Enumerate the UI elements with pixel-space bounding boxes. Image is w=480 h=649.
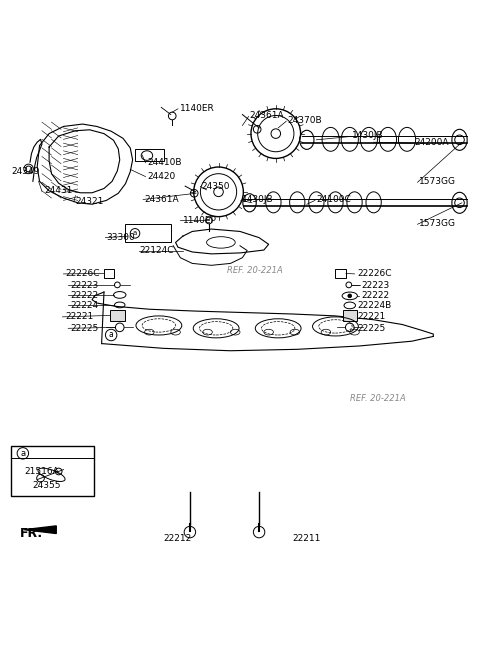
Text: 1573GG: 1573GG — [419, 219, 456, 228]
Text: 24370B: 24370B — [288, 116, 323, 125]
Text: 24410B: 24410B — [147, 158, 181, 167]
Text: a: a — [109, 330, 114, 339]
Text: a: a — [133, 230, 137, 236]
Text: 24321: 24321 — [75, 197, 104, 206]
Text: 24355: 24355 — [33, 481, 61, 490]
Text: 24361A: 24361A — [250, 111, 284, 120]
Text: FR.: FR. — [20, 527, 43, 540]
Text: 22222: 22222 — [71, 291, 99, 300]
Bar — [336, 269, 346, 278]
Text: 22211: 22211 — [292, 533, 321, 543]
Text: 24361A: 24361A — [144, 195, 179, 204]
Text: 22221: 22221 — [357, 312, 385, 321]
Bar — [110, 310, 124, 321]
Text: a: a — [20, 449, 25, 458]
Text: 22225: 22225 — [71, 324, 99, 333]
Bar — [125, 225, 171, 243]
Text: REF. 20-221A: REF. 20-221A — [227, 266, 282, 275]
Text: 1430JB: 1430JB — [352, 131, 384, 140]
Text: 24349: 24349 — [11, 167, 39, 177]
Text: 1573GG: 1573GG — [419, 177, 456, 186]
Bar — [11, 447, 95, 496]
Text: 1140EP: 1140EP — [183, 216, 216, 225]
Text: 22223: 22223 — [362, 281, 390, 290]
Text: 22222: 22222 — [362, 291, 390, 300]
Polygon shape — [24, 526, 56, 533]
Bar — [104, 269, 115, 278]
Text: 1430JB: 1430JB — [242, 195, 274, 204]
Text: 1140ER: 1140ER — [180, 104, 215, 114]
Text: 24350: 24350 — [202, 182, 230, 191]
Text: 22221: 22221 — [66, 312, 94, 321]
Text: REF. 20-221A: REF. 20-221A — [350, 394, 406, 403]
Text: 21516A: 21516A — [24, 467, 59, 476]
Text: 22226C: 22226C — [66, 269, 100, 278]
Bar — [343, 310, 358, 321]
Text: 24431: 24431 — [44, 186, 72, 195]
Text: 22224: 22224 — [71, 301, 99, 310]
Bar — [135, 149, 164, 162]
Text: 24200A: 24200A — [414, 138, 449, 147]
Text: 22223: 22223 — [71, 281, 99, 290]
Text: 22226C: 22226C — [357, 269, 391, 278]
Text: 33300: 33300 — [107, 233, 135, 242]
Text: 22224B: 22224B — [357, 301, 391, 310]
Text: 22225: 22225 — [357, 324, 385, 333]
Text: 24420: 24420 — [147, 172, 175, 181]
Circle shape — [348, 294, 352, 298]
Text: 22124C: 22124C — [140, 246, 174, 255]
Text: 24100C: 24100C — [316, 195, 351, 204]
Text: 22212: 22212 — [164, 533, 192, 543]
